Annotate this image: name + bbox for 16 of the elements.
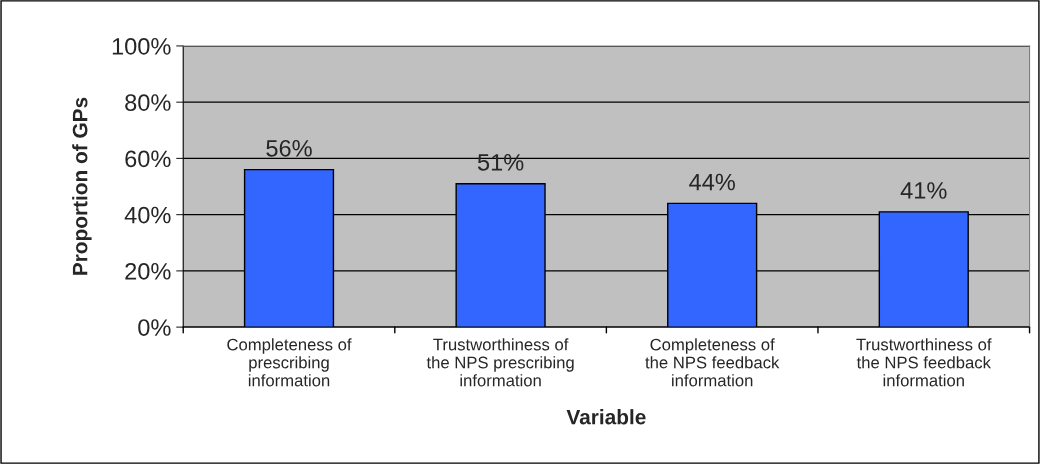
- y-tick-label: 40%: [124, 206, 171, 224]
- x-tick-label: Completeness of prescribing information: [227, 338, 352, 387]
- data-label: 41%: [900, 182, 947, 199]
- data-label: 51%: [477, 154, 524, 171]
- y-tick-label: 80%: [125, 94, 171, 111]
- y-tick-label: 100%: [112, 38, 171, 55]
- y-tick-label: 20%: [125, 262, 171, 280]
- x-tick-label: Trustworthiness of the NPS feedback information: [856, 338, 992, 387]
- x-tick-label: Completeness of the NPS feedback information: [645, 338, 780, 387]
- y-tick-label: 60%: [125, 150, 171, 168]
- y-axis-title: Proportion of GPs: [72, 97, 92, 275]
- x-tick-label: Trustworthiness of the NPS prescribing information: [426, 338, 574, 387]
- x-axis-title: Variable: [566, 409, 646, 425]
- y-tick-label: 0%: [138, 319, 171, 336]
- data-label: 56%: [266, 139, 312, 157]
- data-label: 44%: [689, 173, 735, 191]
